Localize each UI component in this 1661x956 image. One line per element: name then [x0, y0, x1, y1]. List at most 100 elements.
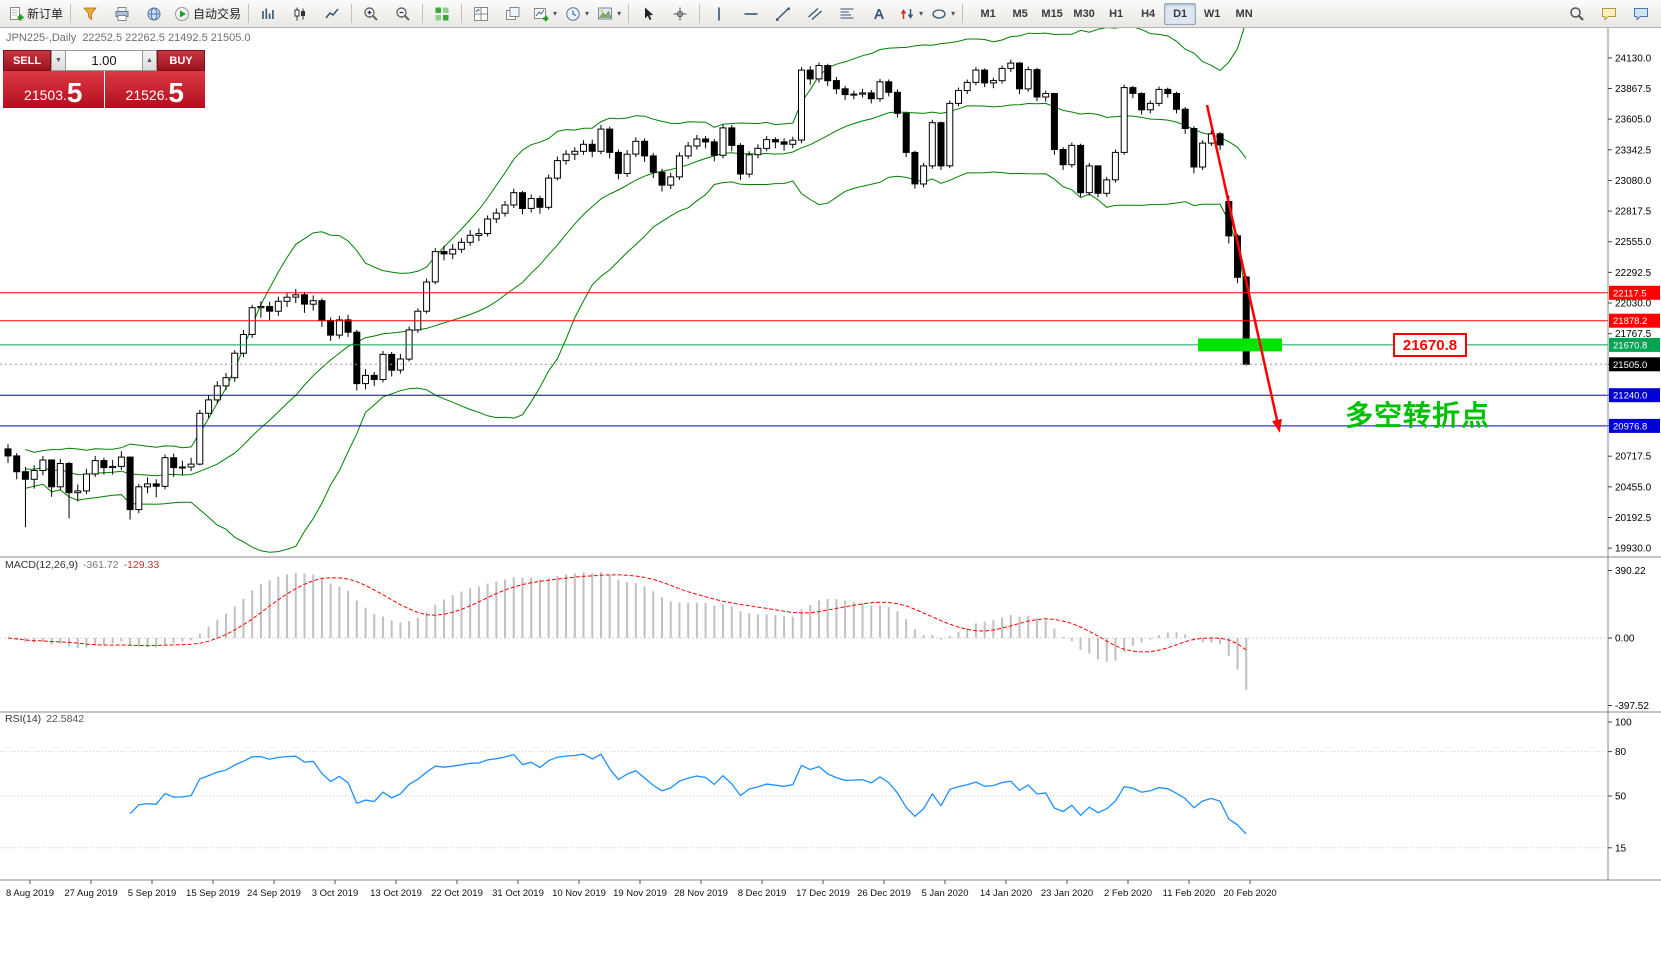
candle-body — [841, 88, 849, 96]
date-axis-label: 14 Jan 2020 — [980, 888, 1032, 899]
date-axis-label: 11 Feb 2020 — [1163, 888, 1216, 899]
candle-body — [501, 204, 509, 214]
candle-body — [911, 151, 919, 185]
candle-body — [902, 112, 910, 153]
vertical-line-button[interactable] — [703, 2, 735, 26]
candle-body — [527, 198, 535, 209]
cascade-windows-button[interactable] — [497, 2, 529, 26]
turning-point-annotation[interactable]: 多空转折点 — [1345, 400, 1491, 431]
autotrading-button[interactable]: 自动交易 — [170, 2, 245, 26]
trade-panel-top-row: SELL ▼ 1.00 ▲ BUY — [3, 50, 205, 71]
community-chat-button[interactable] — [1593, 2, 1625, 26]
candle-body — [928, 122, 936, 167]
timeframe-m1-button[interactable]: M1 — [980, 7, 996, 20]
bar-chart-button[interactable] — [252, 2, 284, 26]
chart-canvas[interactable]: 24130.0 23867.5 23605.0 23342.5 23080.0 22817… — [0, 28, 1661, 956]
auto-arrange-button[interactable] — [426, 2, 458, 26]
candle-body — [876, 81, 884, 100]
timeframe-mn-button[interactable]: MN — [1235, 7, 1253, 20]
cursor-icon — [645, 7, 654, 20]
support-price-annotation[interactable]: 21670.8 — [1393, 333, 1467, 357]
timeframe-m15-button[interactable]: M15 — [1041, 7, 1063, 20]
candlestick-chart-button[interactable] — [284, 2, 316, 26]
tile-windows-button[interactable] — [465, 2, 497, 26]
tiles-icon — [474, 6, 489, 21]
timeframe-m30-button[interactable]: M30 — [1073, 7, 1095, 20]
candle-body — [48, 459, 56, 488]
horizontal-line-button[interactable] — [735, 2, 767, 26]
candle-body — [457, 241, 465, 250]
new-chart-button[interactable]: ▾ — [529, 2, 561, 26]
macd-axis-label: 390.22 — [1615, 566, 1646, 577]
svg-text:21878.2: 21878.2 — [1613, 316, 1647, 327]
arrow-objects-button[interactable]: ▾ — [895, 2, 927, 26]
candle-body — [135, 486, 143, 511]
candle-body — [239, 334, 247, 354]
candle-body — [144, 483, 151, 488]
candle-body — [475, 233, 483, 236]
timeframe-h4-button[interactable]: H4 — [1141, 7, 1156, 20]
channel-button[interactable] — [799, 2, 831, 26]
volume-increase-button[interactable]: ▲ — [142, 50, 157, 71]
timeframe-d1-button[interactable]: D1 — [1164, 2, 1197, 25]
chat-yellow-icon — [1602, 7, 1616, 21]
candle-body — [205, 399, 213, 414]
one-click-trading-panel: SELL ▼ 1.00 ▲ BUY 21503. 5 21526. 5 — [3, 50, 205, 108]
search-button[interactable] — [1561, 2, 1593, 26]
support-highlight-zone[interactable] — [1198, 338, 1282, 352]
candle-body — [702, 138, 710, 143]
candle-body — [859, 92, 867, 95]
candle-body — [1068, 144, 1076, 166]
candle-body — [327, 320, 335, 336]
data-window-button[interactable] — [138, 2, 170, 26]
template-button[interactable]: ▾ — [593, 2, 625, 26]
candle-body — [1077, 144, 1085, 194]
candle-body — [946, 102, 954, 167]
candle-body — [553, 160, 561, 179]
chart-profile-button[interactable] — [74, 2, 106, 26]
timeframe-h1-button[interactable]: H1 — [1109, 7, 1124, 20]
text-icon — [874, 8, 885, 19]
candle-body — [893, 91, 901, 114]
line-chart-button[interactable] — [316, 2, 348, 26]
volume-decrease-button[interactable]: ▼ — [51, 50, 66, 71]
candle-body — [1016, 62, 1023, 90]
zoom-out-button[interactable] — [387, 2, 419, 26]
trendline-button[interactable] — [767, 2, 799, 26]
sell-price-pips: 5 — [66, 76, 83, 108]
rsi-axis-label: 80 — [1615, 747, 1627, 758]
candle-body — [745, 154, 753, 175]
candle-body — [754, 147, 762, 156]
sell-price-box[interactable]: 21503. 5 — [3, 71, 104, 108]
candle-body — [196, 412, 204, 465]
chevron-down-icon: ▾ — [585, 9, 590, 18]
new-order-button[interactable]: 新订单 — [4, 2, 67, 26]
trend-arrow[interactable] — [1205, 104, 1282, 433]
price-axis-label: 20455.0 — [1615, 482, 1652, 493]
messages-chat-button[interactable] — [1625, 2, 1657, 26]
doc-plus-icon — [10, 6, 24, 20]
timeframe-w1-button[interactable]: W1 — [1203, 7, 1221, 20]
text-label-button[interactable] — [863, 2, 895, 26]
cursor-button[interactable] — [632, 2, 664, 26]
toolbar-separator — [461, 4, 463, 23]
candle-body — [580, 143, 587, 152]
date-axis-label: 10 Nov 2019 — [552, 888, 606, 899]
candle-body — [1024, 69, 1032, 90]
buy-price-box[interactable]: 21526. 5 — [104, 71, 205, 108]
cascade-icon — [506, 6, 520, 20]
sell-button[interactable]: SELL — [3, 50, 51, 71]
shapes-button[interactable]: ▾ — [927, 2, 959, 26]
fibonacci-button[interactable] — [831, 2, 863, 26]
grid-green-icon — [435, 7, 449, 20]
volume-input[interactable]: 1.00 — [66, 50, 142, 71]
period-button[interactable]: ▾ — [561, 2, 593, 26]
date-axis-label: 24 Sep 2019 — [247, 888, 301, 899]
crosshair-button[interactable] — [664, 2, 696, 26]
print-button[interactable] — [106, 2, 138, 26]
buy-button[interactable]: BUY — [157, 50, 205, 71]
candle-body — [178, 466, 186, 469]
candle-body — [257, 306, 265, 309]
zoom-in-button[interactable] — [355, 2, 387, 26]
timeframe-m5-button[interactable]: M5 — [1012, 7, 1028, 20]
